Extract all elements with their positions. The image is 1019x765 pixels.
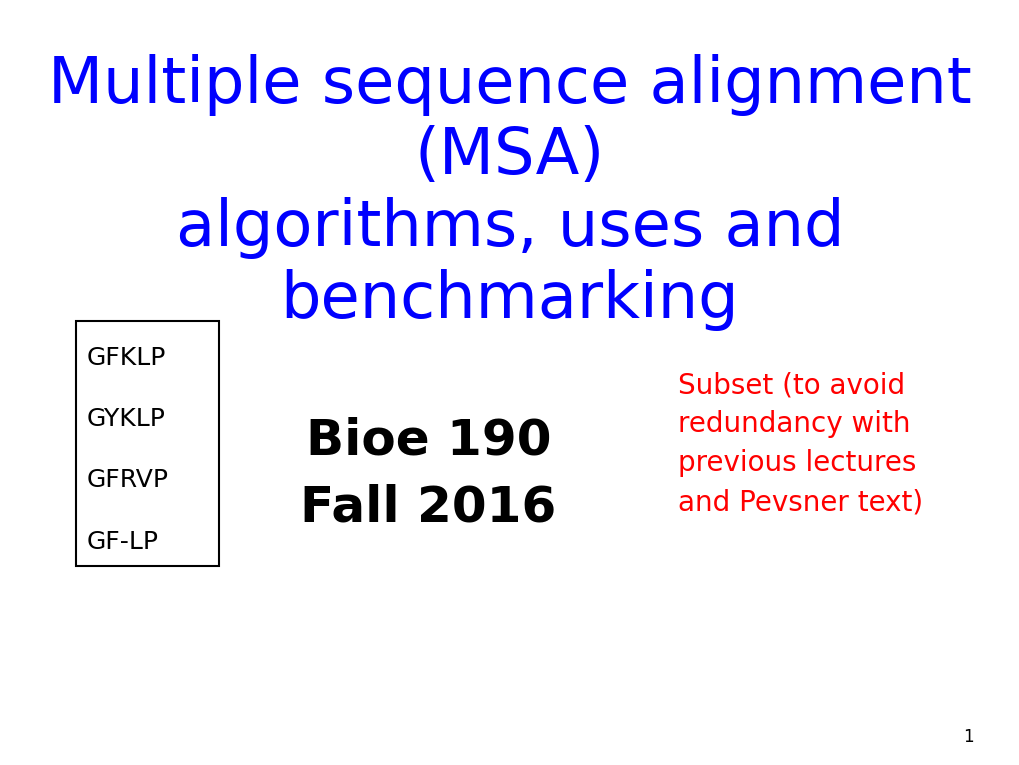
Text: Multiple sequence alignment
(MSA)
algorithms, uses and
benchmarking: Multiple sequence alignment (MSA) algori…	[48, 54, 971, 331]
Text: GFRVP: GFRVP	[87, 468, 168, 493]
Text: 1: 1	[963, 728, 973, 746]
Text: GFKLP: GFKLP	[87, 346, 166, 370]
Bar	[76, 321, 219, 566]
Text: GYKLP: GYKLP	[87, 407, 165, 431]
Text: GF-LP: GF-LP	[87, 529, 159, 554]
Text: Bioe 190
Fall 2016: Bioe 190 Fall 2016	[300, 417, 556, 532]
Text: Subset (to avoid
redundancy with
previous lectures
and Pevsner text): Subset (to avoid redundancy with previou…	[678, 371, 922, 516]
